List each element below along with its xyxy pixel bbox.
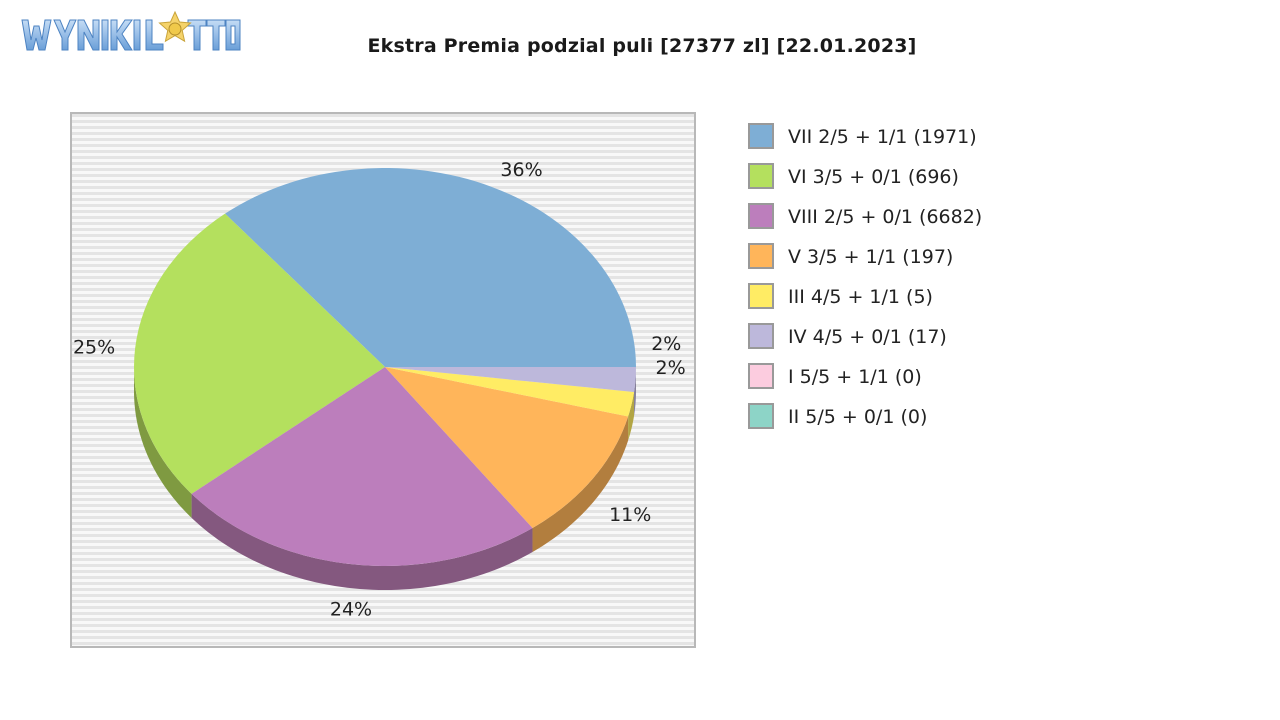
pie-chart: 36% 25% 24% 11% 2%2% <box>73 159 686 620</box>
pie-slice-1 <box>134 213 385 494</box>
wyniki-lotto-logo <box>21 10 241 51</box>
legend-label: IV 4/5 + 0/1 (17) <box>788 326 947 348</box>
legend-item: IV 4/5 + 0/1 (17) <box>748 320 1048 360</box>
legend-label: I 5/5 + 1/1 (0) <box>788 366 922 388</box>
pie-slice-4 <box>385 367 635 417</box>
legend-swatch <box>748 363 774 389</box>
legend-swatch <box>748 403 774 429</box>
legend-label: II 5/5 + 0/1 (0) <box>788 406 928 428</box>
pie-data-label-2: 24% <box>330 598 372 620</box>
pie-data-label-4: 2% <box>651 333 681 355</box>
pie-data-label-0: 36% <box>500 159 542 181</box>
legend-swatch <box>748 163 774 189</box>
legend-label: V 3/5 + 1/1 (197) <box>788 246 954 268</box>
legend-item: V 3/5 + 1/1 (197) <box>748 240 1048 280</box>
pie-data-label-5: 2% <box>656 357 686 379</box>
pie-slice-0 <box>225 168 636 367</box>
pie-slice-3 <box>385 367 629 528</box>
pie-slice-5 <box>385 367 636 392</box>
chart-legend: VII 2/5 + 1/1 (1971) VI 3/5 + 0/1 (696) VI… <box>748 120 1048 440</box>
pie-data-label-1: 25% <box>73 336 115 358</box>
legend-swatch <box>748 203 774 229</box>
legend-label: III 4/5 + 1/1 (5) <box>788 286 933 308</box>
legend-swatch <box>748 123 774 149</box>
legend-item: VIII 2/5 + 0/1 (6682) <box>748 200 1048 240</box>
legend-label: VI 3/5 + 0/1 (696) <box>788 166 959 188</box>
legend-item: I 5/5 + 1/1 (0) <box>748 360 1048 400</box>
legend-item: II 5/5 + 0/1 (0) <box>748 400 1048 440</box>
legend-swatch <box>748 323 774 349</box>
legend-swatch <box>748 243 774 269</box>
legend-item: VII 2/5 + 1/1 (1971) <box>748 120 1048 160</box>
pie-side-5 <box>634 367 636 416</box>
legend-item: VI 3/5 + 0/1 (696) <box>748 160 1048 200</box>
legend-swatch <box>748 283 774 309</box>
pie-side-2 <box>191 493 533 590</box>
pie-side-1 <box>134 367 192 518</box>
pie-side-4 <box>628 391 635 441</box>
chart-title: Ekstra Premia podzial puli [27377 zl] [2… <box>367 35 917 57</box>
legend-item: III 4/5 + 1/1 (5) <box>748 280 1048 320</box>
legend-label: VIII 2/5 + 0/1 (6682) <box>788 206 983 228</box>
pie-data-label-3: 11% <box>609 504 651 526</box>
pie-side-3 <box>532 416 629 552</box>
pie-slice-2 <box>191 367 533 566</box>
plot-area: 36% 25% 24% 11% 2% 2% <box>70 112 696 648</box>
legend-label: VII 2/5 + 1/1 (1971) <box>788 126 977 148</box>
